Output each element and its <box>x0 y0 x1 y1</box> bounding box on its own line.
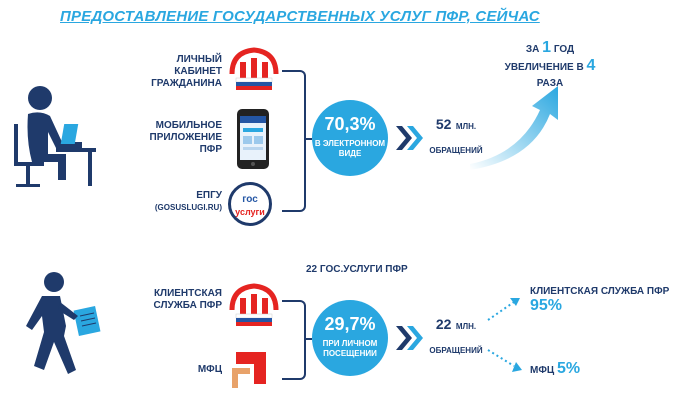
share-mfc-value: 5% <box>556 360 581 377</box>
offline-requests-caption: ОБРАЩЕНИЙ <box>429 346 483 355</box>
smartphone-icon <box>237 109 269 169</box>
online-bracket-tick <box>304 138 312 140</box>
offline-channels-bracket <box>282 300 306 380</box>
share-pfr: КЛИЕНТСКАЯ СЛУЖБА ПФР 95% <box>530 286 680 315</box>
growth-prefix: ЗА <box>525 44 540 55</box>
channel-lk-label-line1: ЛИЧНЫЙ КАБИНЕТ <box>174 54 222 77</box>
walking-person-icon <box>26 272 101 374</box>
offline-share-line2: ПОСЕЩЕНИИ <box>323 349 377 358</box>
growth-line2: УВЕЛИЧЕНИЕ В 4 РАЗА <box>490 58 610 92</box>
page-title: ПРЕДОСТАВЛЕНИЕ ГОСУДАРСТВЕННЫХ УСЛУГ ПФР… <box>60 8 540 25</box>
online-share-line2: ВИДЕ <box>338 149 362 158</box>
channel-client-service-line1: КЛИЕНТСКАЯ <box>153 288 222 299</box>
chevron-right-icon <box>396 326 423 350</box>
offline-share-line1: ПРИ ЛИЧНОМ <box>322 339 378 348</box>
online-requests-caption: ОБРАЩЕНИЙ <box>429 146 483 155</box>
offline-bracket-tick <box>304 338 312 340</box>
online-share-circle: 70,3% В ЭЛЕКТРОННОМ ВИДЕ <box>312 100 388 176</box>
channel-client-service-label: КЛИЕНТСКАЯ СЛУЖБА ПФР <box>130 288 222 312</box>
person-at-computer-icon <box>14 86 96 187</box>
channel-epgu-label: ЕПГУ (GOSUSLUGI.RU) <box>130 190 222 214</box>
share-pfr-label: КЛИЕНТСКАЯ СЛУЖБА ПФР <box>530 286 670 297</box>
gosuslugi-logo-line2: услуги <box>235 207 265 217</box>
channel-client-service-line2: СЛУЖБА ПФР <box>153 300 222 311</box>
online-channels-bracket <box>282 70 306 212</box>
online-share-value: 70,3% <box>324 114 376 134</box>
growth-line1: ЗА 1 ГОД <box>490 40 610 58</box>
channel-mfc-label: МФЦ <box>130 364 222 376</box>
pfr-logo-icon <box>229 47 279 90</box>
online-requests-unit: МЛН. <box>455 122 477 131</box>
share-mfc-label: МФЦ <box>530 365 555 376</box>
online-requests-value: 52 <box>435 116 452 132</box>
offline-requests-block: 22 МЛН. ОБРАЩЕНИЙ <box>428 316 484 355</box>
offline-share-value: 29,7% <box>324 314 376 334</box>
online-requests-block: 52 МЛН. ОБРАЩЕНИЙ <box>428 116 484 155</box>
growth-times-num: 4 <box>586 57 596 74</box>
offline-requests-value: 22 <box>435 316 452 332</box>
channel-epgu-label-line1: ЕПГУ <box>196 190 222 201</box>
online-share-line1: В ЭЛЕКТРОННОМ <box>314 139 386 148</box>
offline-requests-unit: МЛН. <box>455 322 477 331</box>
gosuslugi-logo-icon: гос услуги <box>228 182 272 226</box>
channel-epgu-label-line2: (GOSUSLUGI.RU) <box>154 203 222 212</box>
channel-mfc-line1: МФЦ <box>197 364 222 375</box>
share-mfc: МФЦ 5% <box>530 360 580 378</box>
growth-year-num: 1 <box>542 39 552 56</box>
growth-line2-prefix: УВЕЛИЧЕНИЕ В <box>504 62 584 73</box>
split-arrows-icon <box>487 298 522 372</box>
growth-times-word: РАЗА <box>536 78 564 89</box>
chevron-right-icon <box>396 126 423 150</box>
services-title: 22 ГОС.УСЛУГИ ПФР <box>306 264 408 275</box>
share-pfr-value: 95% <box>530 297 563 314</box>
pfr-logo-icon <box>229 283 279 326</box>
growth-arrow-icon <box>470 86 558 170</box>
mfc-logo-icon <box>232 352 266 388</box>
channel-lk-label: ЛИЧНЫЙ КАБИНЕТ ГРАЖДАНИНА <box>130 54 222 90</box>
growth-year-word: ГОД <box>553 44 575 55</box>
gosuslugi-logo-line1: гос <box>242 194 258 205</box>
growth-text: ЗА 1 ГОД УВЕЛИЧЕНИЕ В 4 РАЗА <box>490 40 610 92</box>
offline-share-circle: 29,7% ПРИ ЛИЧНОМ ПОСЕЩЕНИИ <box>312 300 388 376</box>
channel-app-label: МОБИЛЬНОЕ ПРИЛОЖЕНИЕ ПФР <box>130 120 223 156</box>
channel-app-label-line2: ПРИЛОЖЕНИЕ ПФР <box>149 132 223 155</box>
channel-app-label-line1: МОБИЛЬНОЕ <box>155 120 222 131</box>
channel-lk-label-line2: ГРАЖДАНИНА <box>151 78 222 89</box>
